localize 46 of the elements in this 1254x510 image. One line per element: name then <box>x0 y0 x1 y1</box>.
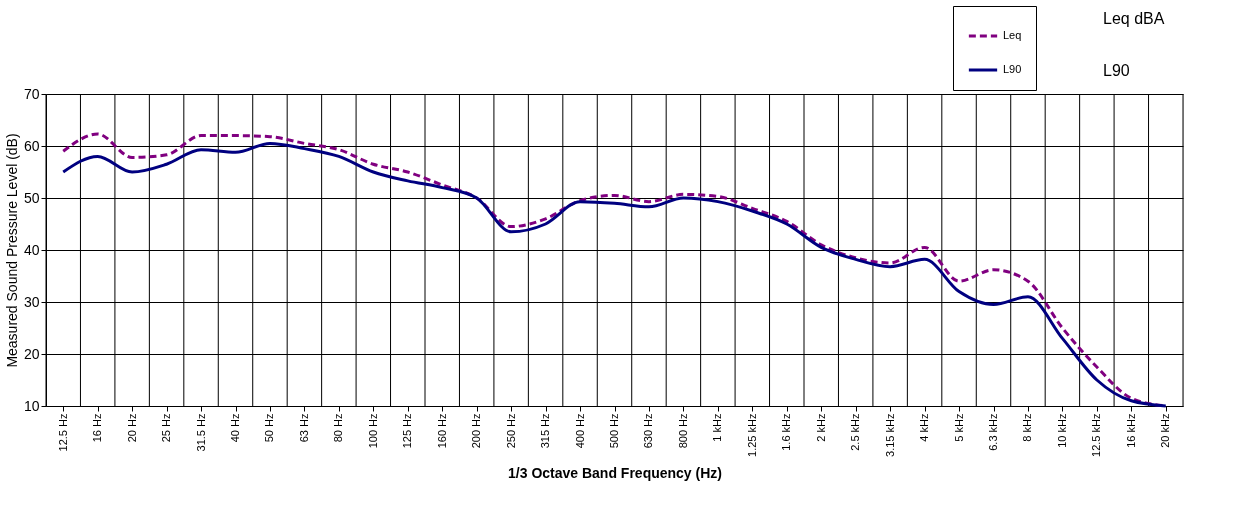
x-tick-label: 1.25 kHz <box>745 413 758 457</box>
x-tick-label: 20 kHz <box>1159 413 1172 448</box>
x-tick-label: 200 Hz <box>470 413 483 449</box>
x-tick-label: 500 Hz <box>608 413 620 449</box>
x-tick-label: 630 Hz <box>642 413 655 449</box>
y-tick-label: 50 <box>23 189 40 206</box>
x-tick-label: 4 kHz <box>918 413 931 442</box>
x-tick-label: 1 kHz <box>711 413 724 442</box>
y-tick-label: 20 <box>23 345 40 362</box>
x-tick-label: 50 Hz <box>263 413 276 443</box>
x-tick-label: 25 Hz <box>160 413 173 443</box>
x-tick-label: 250 Hz <box>504 413 517 449</box>
text: L90 <box>1103 62 1130 79</box>
x-tick-label: 5 kHz <box>952 413 965 442</box>
x-tick-label: 40 Hz <box>229 413 241 443</box>
x-tick-label: 12.5 kHz <box>1090 413 1103 457</box>
x-tick-label: 315 Hz <box>539 413 552 449</box>
x-tick-label: 31.5 Hz <box>194 413 207 452</box>
text: Leq dBA <box>1103 10 1165 27</box>
x-tick-label: 63 Hz <box>297 413 310 443</box>
x-tick-label: 2.5 kHz <box>849 413 862 451</box>
x-axis-title: 1/3 Octave Band Frequency (Hz) <box>508 464 722 481</box>
x-tick-label: 10 kHz <box>1055 413 1068 448</box>
x-tick-label: 1.6 kHz <box>780 413 793 451</box>
x-tick-label: 125 Hz <box>401 413 414 449</box>
x-tick-label: 800 Hz <box>676 413 689 449</box>
legend-label: L90 <box>1003 63 1022 75</box>
x-tick-label: 3.15 kHz <box>883 413 896 457</box>
y-tick-label: 60 <box>23 137 40 154</box>
y-tick-label: 40 <box>23 241 40 258</box>
y-tick-label: 70 <box>23 85 40 102</box>
y-tick-label: 30 <box>23 293 40 310</box>
x-tick-label: 2 kHz <box>814 413 827 442</box>
x-tick-label: 400 Hz <box>573 413 586 449</box>
x-tick-label: 8 kHz <box>1021 413 1034 442</box>
x-tick-label: 20 Hz <box>125 413 138 443</box>
x-tick-label: 100 Hz <box>366 413 379 449</box>
x-tick-label: 12.5 Hz <box>56 413 69 452</box>
x-tick-label: 16 kHz <box>1124 413 1137 448</box>
x-tick-label: 80 Hz <box>332 413 345 443</box>
y-axis-title: Measured Sound Pressure Level (dB) <box>3 133 20 368</box>
y-tick-label: 10 <box>23 397 40 414</box>
x-tick-label: 6.3 kHz <box>987 413 999 451</box>
legend-label: Leq <box>1003 29 1022 41</box>
x-tick-label: 16 Hz <box>91 413 104 443</box>
x-tick-label: 160 Hz <box>435 413 448 449</box>
